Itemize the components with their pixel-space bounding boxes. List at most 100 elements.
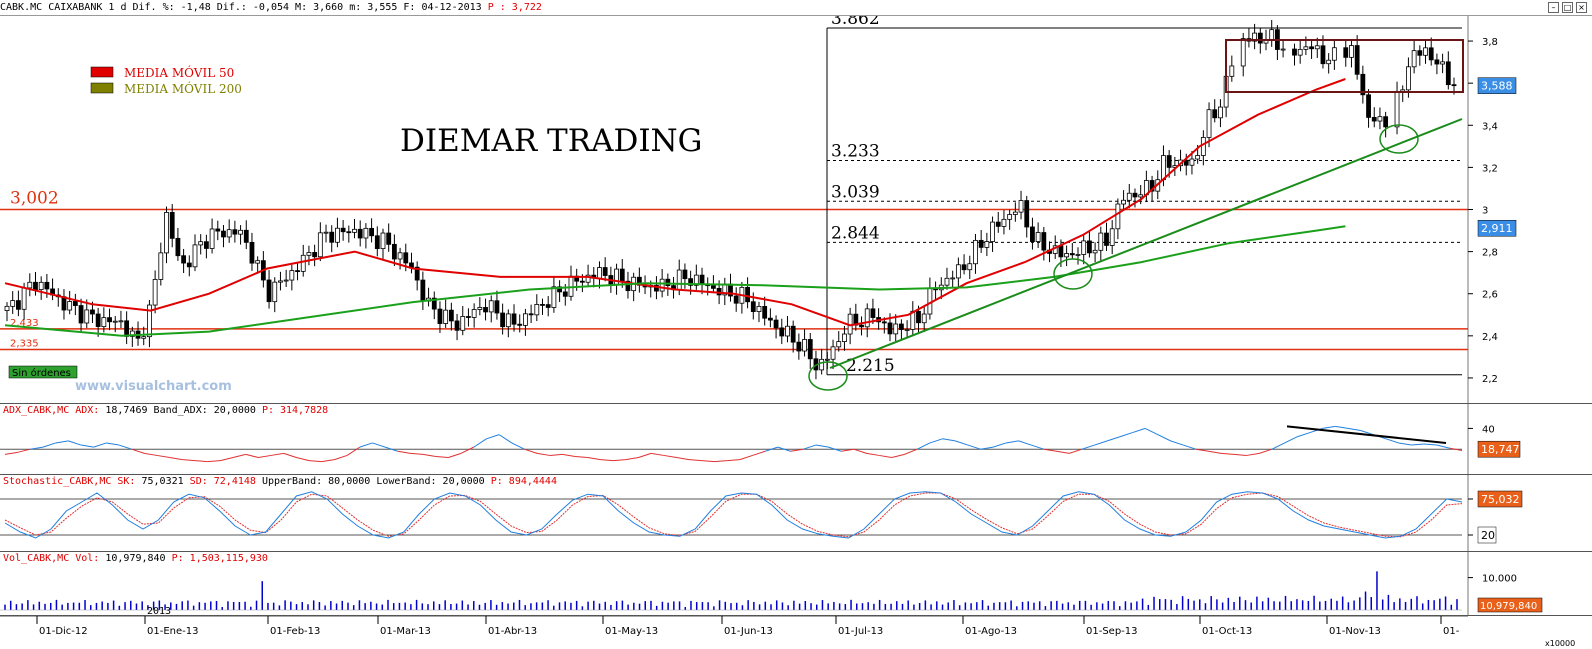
candle	[1206, 109, 1212, 138]
x-tick-label: 01-Ene-13	[147, 626, 198, 637]
site-url[interactable]: www.visualchart.com	[75, 379, 232, 394]
candle	[1069, 253, 1075, 256]
close-button[interactable]: ×	[1576, 2, 1587, 13]
price-tag-label: 3,588	[1481, 80, 1513, 93]
adx-segment	[904, 448, 918, 455]
legend-swatch-ma200	[90, 82, 114, 94]
candle	[1445, 61, 1451, 86]
year-label: 2013	[147, 606, 171, 615]
candle	[95, 313, 101, 327]
x-tick-label: 01-Jul-13	[838, 626, 883, 637]
candle	[1138, 194, 1144, 198]
x-tick-label: 01-May-13	[605, 626, 658, 637]
candle	[682, 269, 688, 280]
adx-segment	[486, 434, 500, 440]
candle	[1320, 45, 1326, 65]
candle	[44, 281, 50, 290]
candle	[243, 229, 249, 243]
candle	[249, 241, 255, 264]
adx-segment	[1145, 427, 1159, 436]
candle	[192, 244, 198, 268]
candle	[1451, 84, 1457, 87]
maximize-button[interactable]: □	[1562, 2, 1573, 13]
candle	[1343, 47, 1349, 58]
stoch-low-label: 20	[1481, 529, 1495, 542]
candle	[887, 322, 893, 335]
watermark: DIEMAR TRADING	[400, 123, 702, 159]
adx-segment	[245, 453, 259, 459]
candle	[1018, 200, 1024, 213]
x-tick-label: 01-Nov-13	[1329, 626, 1381, 637]
candle	[1411, 50, 1417, 68]
candle	[1269, 29, 1275, 40]
adx-segment	[1398, 442, 1412, 446]
adx-segment	[1233, 453, 1247, 456]
candle	[317, 232, 323, 258]
adx-segment	[435, 455, 449, 459]
adx-segment	[1385, 438, 1399, 444]
candle	[899, 323, 904, 330]
candle	[409, 262, 414, 268]
adx-segment	[106, 442, 120, 446]
adx-segment	[993, 442, 1007, 448]
adx-segment	[752, 450, 766, 456]
candle	[1309, 46, 1314, 50]
consolidation-box	[1225, 39, 1464, 93]
candle	[1229, 65, 1235, 77]
price-panel: 3,83,63,43,232,82,62,42,2 3,0022,4332,33…	[0, 16, 1592, 404]
candle	[733, 295, 739, 304]
candle	[1012, 211, 1018, 215]
adx-segment	[1132, 427, 1146, 434]
candle	[1030, 226, 1035, 242]
candle	[921, 313, 927, 324]
adx-segment	[156, 454, 170, 459]
candle	[483, 307, 488, 313]
adx-segment	[587, 457, 601, 461]
adx-segment	[1347, 427, 1361, 431]
adx-segment	[1411, 443, 1425, 446]
candle	[1331, 47, 1337, 61]
fib-label: 3.862	[831, 16, 880, 29]
candle	[676, 269, 682, 291]
adx-segment	[790, 448, 804, 452]
adx-segment	[498, 434, 513, 444]
candle	[101, 317, 107, 327]
candle	[1092, 249, 1098, 254]
candle	[107, 317, 112, 323]
candle	[659, 278, 665, 292]
candle	[859, 324, 864, 328]
y-tick-label: 3,4	[1482, 121, 1498, 132]
adx-segment	[207, 460, 221, 463]
candle	[112, 320, 118, 323]
candle	[842, 333, 847, 342]
candle	[369, 227, 374, 237]
adx-segment	[1005, 440, 1019, 444]
adx-segment	[1069, 448, 1083, 454]
adx-segment	[131, 448, 145, 454]
adx-segment	[1170, 440, 1184, 446]
adx-segment	[1018, 440, 1032, 446]
candle	[306, 252, 312, 256]
adx-segment	[410, 452, 424, 455]
adx-segment	[828, 446, 842, 452]
candle	[1292, 48, 1297, 56]
orders-box[interactable]	[8, 365, 78, 379]
y-tick-label: 3	[1482, 206, 1488, 217]
y-tick-label: 3,2	[1482, 163, 1498, 174]
adx-segment	[841, 448, 854, 452]
stoch-low-tag	[1477, 526, 1497, 544]
adx-segment	[1195, 448, 1209, 452]
x-tick-label: 01-	[1443, 626, 1460, 637]
adx-segment	[42, 442, 56, 448]
candle	[215, 228, 221, 232]
minimize-button[interactable]: –	[1548, 2, 1559, 13]
adx-segment	[473, 438, 487, 448]
candle	[944, 277, 950, 286]
candle	[1383, 116, 1389, 128]
adx-segment	[1284, 436, 1298, 444]
volume-title: Vol_CABK,MC Vol: 10,979,840 P: 1,503,115…	[3, 553, 268, 564]
adx-chart: 40 18,747	[0, 404, 1521, 474]
volume-value-tag	[1477, 597, 1543, 613]
candle	[346, 231, 352, 234]
stoch-sd-line	[4, 492, 1463, 538]
